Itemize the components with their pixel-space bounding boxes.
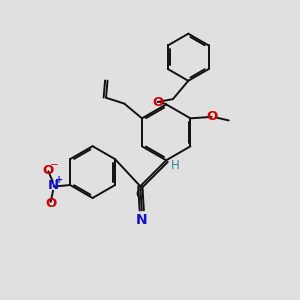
Text: O: O [206,110,217,123]
Text: O: O [152,95,163,109]
Text: N: N [48,179,59,192]
Text: +: + [56,175,64,185]
Text: O: O [43,164,54,176]
Text: N: N [136,213,148,227]
Text: −: − [50,160,58,170]
Text: C: C [135,188,143,201]
Text: O: O [45,197,56,210]
Text: H: H [171,159,180,172]
